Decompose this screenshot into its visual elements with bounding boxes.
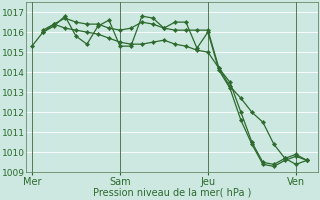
X-axis label: Pression niveau de la mer( hPa ): Pression niveau de la mer( hPa ) [93,188,252,198]
